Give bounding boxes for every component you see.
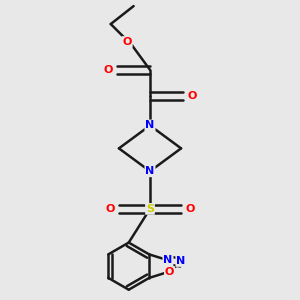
Text: O: O	[187, 91, 196, 101]
Text: O: O	[122, 37, 132, 47]
Text: N: N	[146, 166, 154, 176]
Text: O: O	[186, 204, 195, 214]
Text: N: N	[146, 121, 154, 130]
Text: O: O	[165, 267, 174, 277]
Text: O: O	[105, 204, 114, 214]
Text: O: O	[103, 65, 113, 75]
Text: S: S	[146, 204, 154, 214]
Text: N: N	[164, 255, 172, 265]
Text: N: N	[176, 256, 186, 266]
